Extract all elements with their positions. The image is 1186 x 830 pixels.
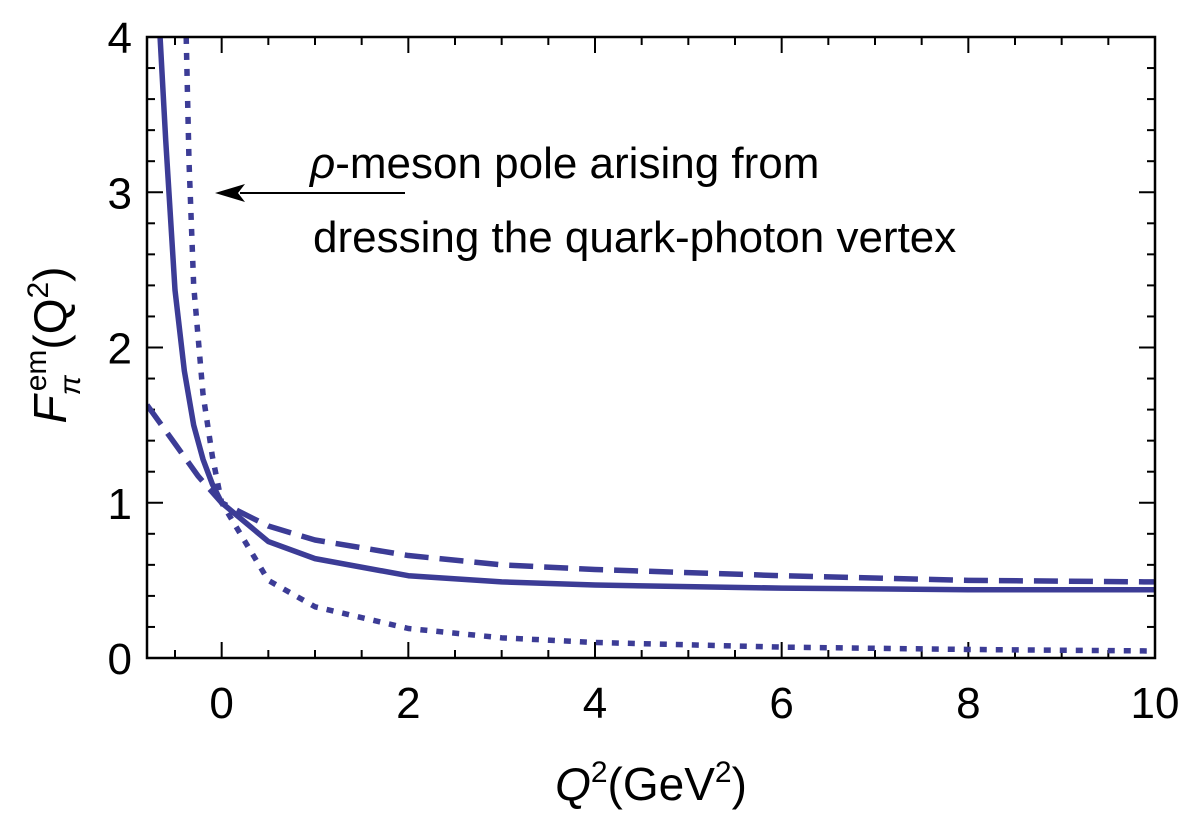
y-tick-label: 4	[108, 14, 132, 63]
y-label-close: )	[24, 266, 76, 281]
annotation-symbol: ρ	[308, 139, 335, 188]
series-line	[157, 37, 1155, 593]
x-tick-label: 8	[956, 679, 980, 728]
y-axis-label: Fπem(Q2)	[20, 266, 87, 423]
x-tick-label: 6	[769, 679, 793, 728]
plot-frame	[145, 35, 1157, 660]
y-tick-label: 3	[108, 169, 132, 218]
y-label-sup: em	[20, 350, 53, 392]
y-tick-label: 0	[108, 635, 132, 684]
y-label-open: (Q	[24, 299, 76, 350]
y-tick-label: 1	[108, 480, 132, 529]
x-tick-label: 2	[396, 679, 420, 728]
x-tick-label: 10	[1131, 679, 1180, 728]
y-label-arg-sup: 2	[22, 282, 55, 299]
series-line	[147, 403, 1155, 585]
y-label-sub: π	[54, 374, 87, 395]
y-tick-label: 2	[108, 325, 132, 374]
x-axis-label: Q2(GeV2)	[555, 756, 747, 810]
x-tick-label: 0	[209, 679, 233, 728]
annotation-text: -meson pole arising from	[335, 139, 819, 188]
x-tick-label: 4	[583, 679, 607, 728]
x-label-unit-sup: 2	[715, 756, 732, 789]
x-label-close: )	[732, 758, 747, 810]
x-label-open: (GeV	[608, 758, 716, 810]
x-label-sup: 2	[591, 756, 608, 789]
annotation-line2: dressing the quark-photon vertex	[313, 213, 956, 262]
y-label-base: F	[24, 393, 76, 424]
arrow-head	[215, 184, 245, 202]
x-label-base: Q	[555, 758, 591, 810]
annotation-line1: ρ-meson pole arising from	[308, 139, 819, 188]
